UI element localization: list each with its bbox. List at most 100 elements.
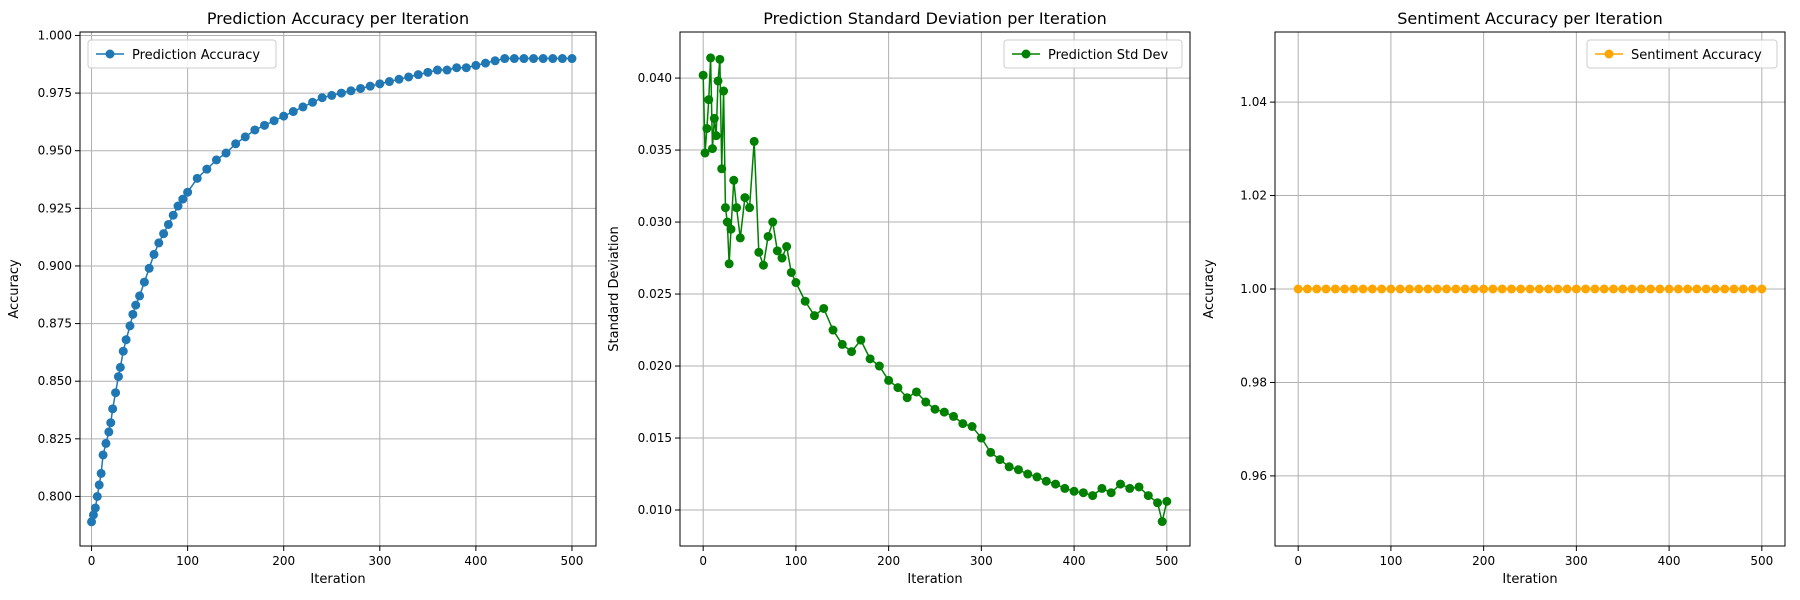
data-point <box>1377 284 1387 294</box>
data-point <box>1004 462 1014 472</box>
data-point <box>729 175 739 185</box>
data-point <box>1673 284 1683 294</box>
data-point <box>1125 483 1135 493</box>
data-point <box>1302 284 1312 294</box>
data-point <box>717 164 727 174</box>
chart-title: Sentiment Accuracy per Iteration <box>1397 9 1662 28</box>
data-point <box>809 311 819 321</box>
y-tick-label: 0.825 <box>38 432 72 446</box>
data-point <box>567 54 577 64</box>
data-point <box>90 503 100 513</box>
data-point <box>1358 284 1368 294</box>
x-tick-label: 0 <box>1294 554 1302 568</box>
data-point <box>104 427 114 437</box>
y-axis-label: Standard Deviation <box>607 226 622 351</box>
data-point <box>732 203 742 213</box>
data-point <box>698 70 708 80</box>
data-point <box>365 81 375 91</box>
legend: Prediction Std Dev <box>1003 39 1183 69</box>
data-point <box>202 164 212 174</box>
x-tick-label: 100 <box>176 554 199 568</box>
data-point <box>118 346 128 356</box>
x-tick-label: 300 <box>368 554 391 568</box>
data-point <box>1683 284 1693 294</box>
data-point <box>1516 284 1526 294</box>
data-point <box>715 54 725 64</box>
data-point <box>375 79 385 89</box>
legend-label: Prediction Accuracy <box>132 48 260 63</box>
data-point <box>1395 284 1405 294</box>
y-tick-label: 0.98 <box>1240 375 1267 389</box>
y-tick-label: 0.875 <box>38 317 72 331</box>
data-point <box>1525 284 1535 294</box>
data-point <box>106 418 116 428</box>
data-point <box>125 321 135 331</box>
data-point <box>128 309 138 319</box>
data-point <box>1757 284 1767 294</box>
data-point <box>308 97 318 107</box>
data-point <box>384 77 394 87</box>
data-point <box>1608 284 1618 294</box>
data-point <box>250 125 260 135</box>
y-tick-label: 0.975 <box>38 86 72 100</box>
data-point <box>1720 284 1730 294</box>
chart-panel-3: Sentiment Accuracy per Iteration 0 100 200 3… <box>1202 9 1786 587</box>
data-point <box>884 375 894 385</box>
data-point <box>231 139 241 149</box>
data-point <box>538 54 548 64</box>
legend-box <box>1003 39 1183 69</box>
data-point <box>1562 284 1572 294</box>
data-point <box>800 296 810 306</box>
data-point <box>288 107 298 117</box>
x-tick-label: 400 <box>1063 554 1086 568</box>
data-point <box>772 246 782 256</box>
data-point <box>1748 284 1758 294</box>
x-tick-label: 400 <box>464 554 487 568</box>
chart-panel-2: Prediction Standard Deviation per Iterat… <box>607 9 1191 587</box>
y-tick-label: 0.025 <box>638 287 672 301</box>
data-point <box>163 219 173 229</box>
data-point <box>1088 491 1098 501</box>
x-tick-label: 200 <box>1472 554 1495 568</box>
data-point <box>735 233 745 243</box>
y-tick-label: 0.950 <box>38 144 72 158</box>
data-point <box>108 404 118 414</box>
data-point <box>1321 284 1331 294</box>
data-point <box>749 136 759 146</box>
data-point <box>782 242 792 252</box>
data-point <box>1469 284 1479 294</box>
data-point <box>432 65 442 75</box>
data-point <box>1162 496 1172 506</box>
y-tick-label: 1.00 <box>1240 282 1267 296</box>
data-point <box>94 480 104 490</box>
data-point <box>847 347 857 357</box>
data-point <box>1544 284 1554 294</box>
data-point <box>1115 479 1125 489</box>
data-point <box>1451 284 1461 294</box>
data-point <box>1097 483 1107 493</box>
x-axis-label: Iteration <box>1502 572 1557 587</box>
legend: Sentiment Accuracy <box>1586 39 1778 69</box>
data-point <box>442 65 452 75</box>
data-point <box>1013 465 1023 475</box>
data-point <box>139 277 149 287</box>
data-point <box>949 411 959 421</box>
data-point <box>87 517 97 527</box>
data-point <box>221 148 231 158</box>
data-point <box>394 74 404 84</box>
data-point <box>115 362 125 372</box>
x-tick-label: 0 <box>88 554 96 568</box>
data-point <box>1340 284 1350 294</box>
data-point <box>939 407 949 417</box>
data-point <box>336 88 346 98</box>
data-point <box>1534 284 1544 294</box>
data-point <box>461 63 471 73</box>
data-point <box>113 372 123 382</box>
data-point <box>1078 488 1088 498</box>
data-point <box>1618 284 1628 294</box>
legend-box <box>1586 39 1778 69</box>
y-tick-label: 0.015 <box>638 431 672 445</box>
data-point <box>777 253 787 263</box>
data-point <box>1710 284 1720 294</box>
